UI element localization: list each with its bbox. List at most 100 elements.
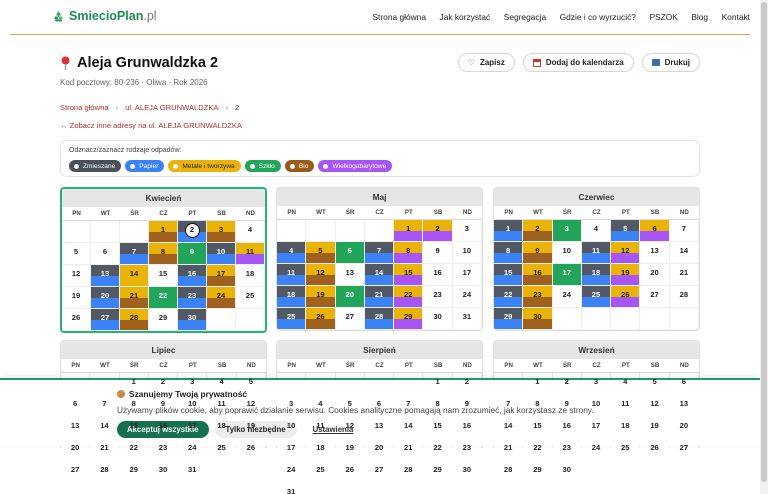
day-cell[interactable]: 24 — [453, 286, 482, 308]
day-cell[interactable]: 9 — [423, 242, 452, 264]
day-cell[interactable]: 27 — [336, 308, 365, 330]
day-cell[interactable]: 8 — [149, 243, 178, 265]
day-cell[interactable]: 9 — [178, 243, 207, 265]
nav-segregation[interactable]: Segregacja — [504, 12, 546, 22]
day-cell[interactable]: 11 — [236, 243, 265, 265]
nav-contact[interactable]: Kontakt — [722, 12, 750, 22]
day-cell[interactable]: 7 — [120, 243, 149, 265]
day-cell[interactable]: 1 — [394, 220, 423, 242]
day-cell[interactable]: 5 — [611, 220, 640, 242]
day-cell[interactable]: 13 — [336, 264, 365, 286]
nav-pszok[interactable]: PSZOK — [649, 12, 677, 22]
scrollbar[interactable] — [760, 0, 768, 494]
filter-chip[interactable]: Zmieszane — [69, 160, 121, 172]
day-cell[interactable]: 27 — [91, 309, 120, 331]
breadcrumb-street[interactable]: ul. ALEJA GRUNWALDZKA — [125, 103, 218, 112]
day-cell[interactable]: 7 — [670, 220, 699, 242]
day-cell[interactable]: 29 — [494, 308, 523, 330]
day-cell[interactable]: 22 — [394, 286, 423, 308]
day-cell[interactable]: 4 — [277, 242, 306, 264]
filter-chip[interactable]: Wielkogabarytowe — [318, 160, 392, 172]
day-cell[interactable]: 17 — [553, 264, 582, 286]
day-cell[interactable]: 19 — [62, 287, 91, 309]
day-cell[interactable]: 19 — [306, 286, 335, 308]
day-cell[interactable]: 19 — [611, 264, 640, 286]
day-cell[interactable]: 5 — [62, 243, 91, 265]
day-cell[interactable]: 18 — [236, 265, 265, 287]
day-cell[interactable]: 9 — [523, 242, 552, 264]
day-cell[interactable]: 28 — [120, 309, 149, 331]
day-cell[interactable]: 3 — [453, 220, 482, 242]
day-cell[interactable]: 20 — [91, 287, 120, 309]
day-cell[interactable]: 4 — [236, 221, 265, 243]
day-cell[interactable]: 2 — [423, 220, 452, 242]
day-cell[interactable]: 30 — [523, 308, 552, 330]
day-cell[interactable]: 1 — [494, 220, 523, 242]
day-cell[interactable]: 16 — [423, 264, 452, 286]
day-cell[interactable]: 12 — [306, 264, 335, 286]
breadcrumb-home[interactable]: Strona główna — [60, 103, 109, 112]
day-cell[interactable]: 26 — [62, 309, 91, 331]
day-cell[interactable]: 27 — [640, 286, 669, 308]
filter-chip[interactable]: Szkło — [245, 160, 281, 172]
day-cell[interactable]: 21 — [670, 264, 699, 286]
day-cell[interactable]: 14 — [670, 242, 699, 264]
day-cell[interactable]: 29 — [394, 308, 423, 330]
day-cell[interactable]: 6 — [640, 220, 669, 242]
day-cell[interactable]: 17 — [453, 264, 482, 286]
day-cell[interactable]: 1 — [149, 221, 178, 243]
day-cell[interactable]: 28 — [365, 308, 394, 330]
day-cell[interactable]: 18 — [582, 264, 611, 286]
day-cell[interactable]: 23 — [178, 287, 207, 309]
day-cell[interactable]: 20 — [336, 286, 365, 308]
day-cell[interactable]: 30 — [423, 308, 452, 330]
print-button[interactable]: Drukuj — [642, 53, 700, 72]
day-cell[interactable]: 22 — [149, 287, 178, 309]
day-cell[interactable]: 29 — [149, 309, 178, 331]
day-cell[interactable]: 24 — [207, 287, 236, 309]
day-cell[interactable]: 2 — [523, 220, 552, 242]
filter-chip[interactable]: Papier — [125, 160, 164, 172]
day-cell[interactable]: 28 — [670, 286, 699, 308]
day-cell[interactable]: 14 — [120, 265, 149, 287]
day-cell[interactable]: 11 — [582, 242, 611, 264]
day-cell[interactable]: 18 — [277, 286, 306, 308]
day-cell[interactable]: 10 — [553, 242, 582, 264]
day-cell[interactable]: 23 — [523, 286, 552, 308]
day-cell[interactable]: 17 — [207, 265, 236, 287]
day-cell[interactable]: 6 — [336, 242, 365, 264]
back-to-street-link[interactable]: ← Zobacz inne adresy na ul. ALEJA GRUNWA… — [60, 121, 242, 130]
day-cell[interactable]: 4 — [582, 220, 611, 242]
day-cell[interactable]: 25 — [277, 308, 306, 330]
day-cell[interactable]: 21 — [365, 286, 394, 308]
nav-how-to[interactable]: Jak korzystać — [440, 12, 491, 22]
day-cell[interactable]: 12 — [62, 265, 91, 287]
day-cell[interactable]: 25 — [236, 287, 265, 309]
logo[interactable]: SmiecioPlan.pl — [52, 9, 157, 23]
nav-where-what[interactable]: Gdzie i co wyrzucić? — [560, 12, 636, 22]
day-cell[interactable]: 16 — [523, 264, 552, 286]
save-button[interactable]: ♡Zapisz — [458, 53, 515, 72]
day-cell[interactable]: 15 — [394, 264, 423, 286]
day-cell[interactable]: 15 — [494, 264, 523, 286]
day-cell[interactable]: 13 — [640, 242, 669, 264]
day-cell[interactable]: 21 — [120, 287, 149, 309]
day-cell[interactable]: 11 — [277, 264, 306, 286]
day-cell[interactable]: 3 — [553, 220, 582, 242]
day-cell[interactable]: 22 — [494, 286, 523, 308]
day-cell[interactable]: 25 — [582, 286, 611, 308]
day-cell[interactable]: 7 — [365, 242, 394, 264]
day-cell[interactable]: 26 — [611, 286, 640, 308]
day-cell[interactable]: 5 — [306, 242, 335, 264]
day-cell[interactable]: 10 — [453, 242, 482, 264]
day-cell[interactable]: 2 — [178, 221, 207, 243]
day-cell[interactable]: 26 — [306, 308, 335, 330]
day-cell[interactable]: 14 — [365, 264, 394, 286]
day-cell[interactable]: 10 — [207, 243, 236, 265]
nav-home[interactable]: Strona główna — [372, 12, 426, 22]
day-cell[interactable]: 31 — [453, 308, 482, 330]
filter-chip[interactable]: Bio — [285, 160, 315, 172]
day-cell[interactable]: 30 — [178, 309, 207, 331]
day-cell[interactable]: 8 — [494, 242, 523, 264]
day-cell[interactable]: 6 — [91, 243, 120, 265]
